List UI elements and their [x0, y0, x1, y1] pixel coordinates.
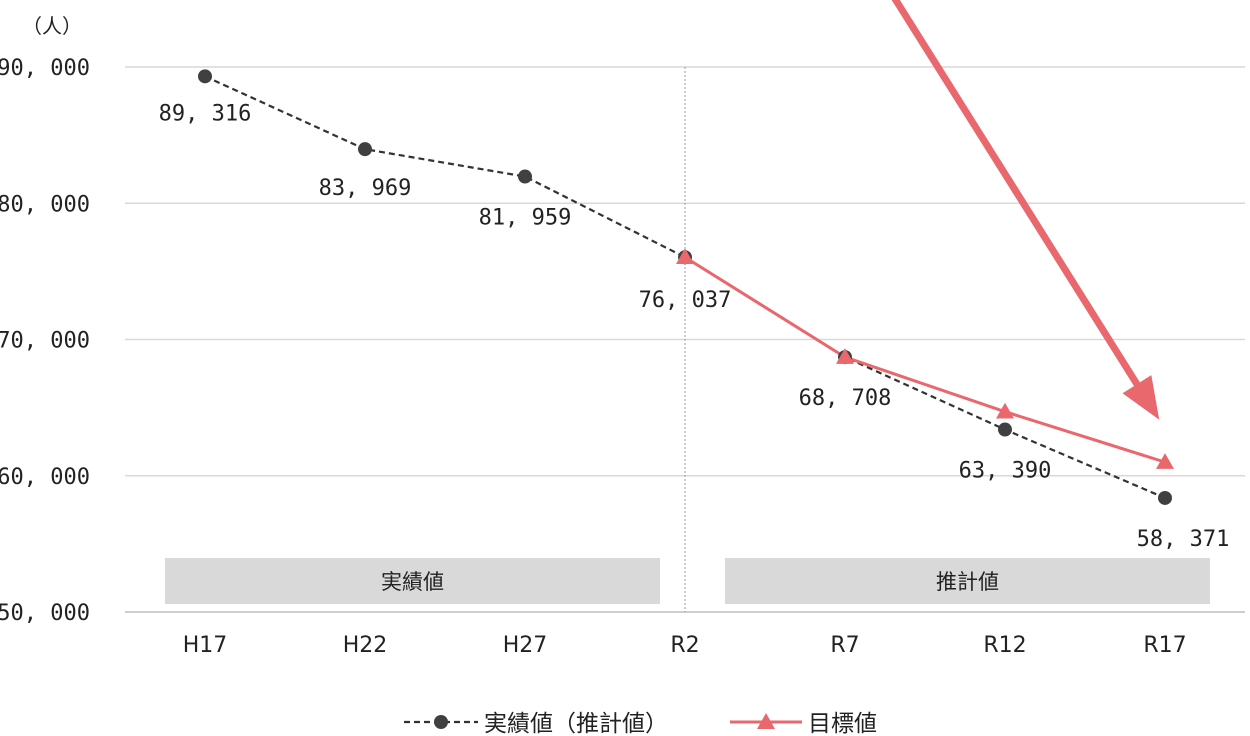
x-axis-ticks: H17 H22 H27 R2 R7 R12 R17	[183, 633, 1187, 658]
series-layer: 89, 316 83, 969 81, 959 76, 037 68, 708 63, 3…	[159, 69, 1230, 552]
period-band-label: 実績値	[381, 570, 444, 594]
x-tick-label: H27	[503, 633, 548, 658]
x-tick-label: R17	[1143, 633, 1186, 658]
y-unit-label: （人）	[22, 14, 82, 38]
data-label: 83, 969	[319, 176, 412, 201]
period-band	[165, 558, 660, 604]
period-band	[725, 558, 1210, 604]
target-point	[676, 248, 694, 264]
x-tick-label: R2	[670, 633, 699, 658]
decline-arrow	[891, 0, 1160, 420]
legend-target-marker	[757, 713, 775, 729]
y-tick-label: 50, 000	[0, 601, 90, 626]
y-axis-ticks: 50, 000 60, 000 70, 000 80, 000 90, 000	[0, 56, 90, 626]
period-bands: 実績値 推計値	[165, 558, 1210, 604]
target-point	[836, 348, 854, 364]
actual-point	[1158, 490, 1172, 505]
data-label: 76, 037	[639, 288, 732, 313]
legend-actual-marker	[434, 715, 448, 729]
data-label: 68, 708	[799, 386, 892, 411]
actual-point	[358, 142, 372, 157]
legend-actual-label: 実績値（推計値）	[484, 711, 668, 736]
x-tick-label: H17	[183, 633, 228, 658]
actual-point	[998, 422, 1012, 437]
x-tick-label: R12	[983, 633, 1026, 658]
data-label: 63, 390	[959, 459, 1052, 484]
x-tick-label: H22	[343, 633, 388, 658]
actual-point	[198, 69, 212, 84]
arrow-shaft	[891, 0, 1148, 399]
data-label: 81, 959	[479, 206, 572, 231]
arrow-head	[1122, 375, 1160, 420]
actual-point	[518, 169, 532, 184]
legend-target-label: 目標値	[808, 711, 877, 736]
y-tick-label: 90, 000	[0, 56, 90, 81]
data-label: 58, 371	[1137, 527, 1230, 552]
y-tick-label: 80, 000	[0, 192, 90, 217]
x-tick-label: R7	[830, 633, 859, 658]
period-band-label: 推計値	[936, 570, 999, 594]
legend: 実績値（推計値） 目標値	[404, 711, 877, 736]
y-tick-label: 60, 000	[0, 465, 90, 490]
y-tick-label: 70, 000	[0, 329, 90, 354]
target-series-line	[684, 255, 1166, 464]
data-label: 89, 316	[159, 101, 252, 126]
target-point	[1156, 453, 1174, 469]
target-point	[996, 402, 1014, 419]
